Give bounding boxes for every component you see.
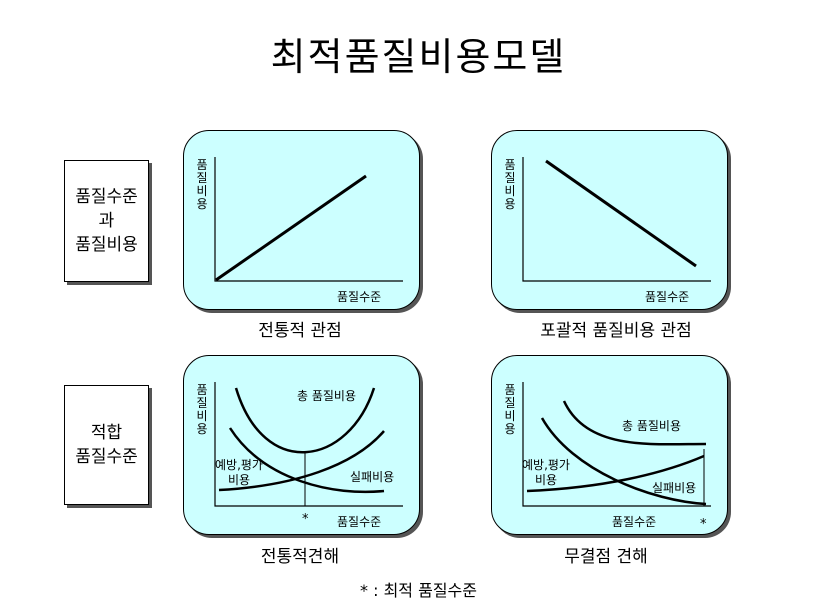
failure-cost-curve [540, 417, 707, 506]
total-cost-label: 총 품질비용 [622, 419, 682, 433]
x-axis-label: 품질수준 [337, 290, 382, 304]
page-title: 최적품질비용모델 [270, 35, 567, 79]
prevention-appraisal-cost-label: 예방,평가 비용 [522, 458, 570, 487]
failure-cost-curve [228, 427, 385, 494]
x-axis-label: 품질수준 [337, 515, 382, 529]
chart-comprehensive-view [522, 157, 711, 282]
axes [522, 157, 711, 282]
axes [522, 382, 711, 507]
caption-traditional-view: 전통적 관점 [258, 321, 342, 341]
axes [214, 382, 403, 507]
caption-comprehensive-view: 포괄적 품질비용 관점 [540, 321, 692, 341]
failure-cost-label: 실패비용 [652, 481, 697, 495]
chart-traditional-view [214, 157, 403, 282]
axes [214, 157, 403, 282]
x-axis-label: 품질수준 [612, 515, 657, 529]
row-label-line: 품질수준 [75, 187, 138, 207]
optimum-level-mark: * [302, 512, 309, 527]
total-cost-curve [562, 400, 707, 446]
chart-zero-defect-opinion [522, 382, 711, 507]
prevention-appraisal-cost-label: 예방,평가 비용 [215, 458, 263, 487]
cost-line-increasing [215, 174, 367, 282]
row-label-line: 과 [98, 211, 115, 231]
row-label-line: 품질비용 [75, 235, 138, 255]
prevention-appraisal-cost-curve [218, 430, 385, 492]
caption-zero-defect-opinion: 무결점 견해 [564, 547, 648, 567]
row-label-line: 품질수준 [75, 447, 138, 467]
chart-traditional-opinion [214, 382, 403, 507]
cost-line-decreasing [545, 159, 697, 268]
row-label-quality-level-and-cost: 품질수준 과 품질비용 [64, 160, 149, 282]
total-cost-curve [234, 387, 376, 454]
footnote: * : 최적 품질수준 [360, 581, 477, 600]
x-axis-label: 품질수준 [645, 290, 690, 304]
optimum-level-mark: * [700, 517, 707, 532]
prevention-appraisal-cost-curve [526, 454, 705, 493]
total-cost-label: 총 품질비용 [297, 389, 357, 403]
row-label-conformance-quality-level: 적합 품질수준 [64, 385, 149, 505]
row-label-line: 적합 [90, 423, 123, 443]
caption-traditional-opinion: 전통적견해 [260, 547, 340, 567]
failure-cost-label: 실패비용 [350, 470, 395, 484]
